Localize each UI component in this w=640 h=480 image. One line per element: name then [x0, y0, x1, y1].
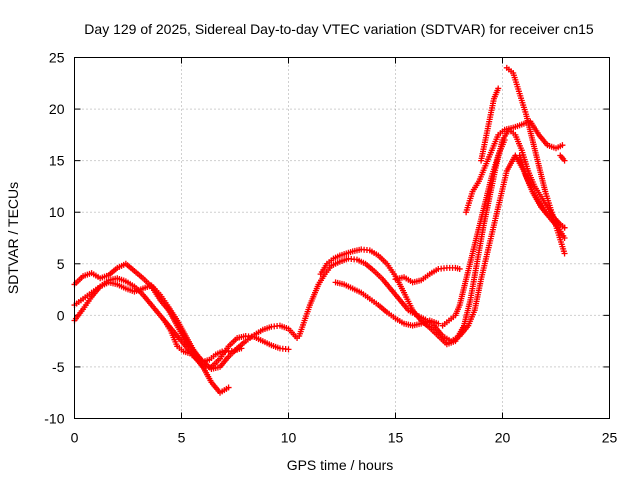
x-tick-label: 15 — [388, 430, 404, 446]
x-tick-label: 0 — [71, 430, 79, 446]
data-point — [561, 224, 568, 231]
series-track-a — [71, 275, 292, 370]
x-axis-label: GPS time / hours — [287, 457, 394, 473]
y-tick-label: 15 — [49, 153, 65, 169]
y-tick-label: 20 — [49, 101, 65, 117]
data-point — [225, 384, 232, 391]
y-tick-labels: -10 -5 0 5 10 15 20 25 — [44, 50, 64, 427]
data-point — [561, 250, 568, 257]
x-tick-label: 5 — [178, 430, 186, 446]
series-track-b — [71, 260, 301, 372]
x-tick-label: 20 — [495, 430, 511, 446]
data-point — [495, 85, 502, 92]
chart-title: Day 129 of 2025, Sidereal Day-to-day VTE… — [84, 21, 594, 37]
plot-frame — [74, 57, 610, 419]
data-point — [561, 157, 568, 164]
axis-ticks — [74, 57, 610, 419]
series-track-d — [161, 317, 245, 365]
data-point — [238, 345, 245, 352]
series-track-g — [332, 279, 442, 329]
data-points — [71, 64, 568, 396]
y-tick-label: 5 — [57, 256, 65, 272]
y-tick-label: 0 — [57, 307, 65, 323]
series-track-i — [439, 137, 508, 329]
series-track-l — [503, 64, 568, 257]
series-track-c — [71, 279, 232, 396]
series-track-f — [317, 126, 568, 348]
y-tick-label: 10 — [49, 204, 65, 220]
series-track-h — [392, 264, 463, 286]
x-tick-label: 25 — [602, 430, 618, 446]
data-point — [456, 265, 463, 272]
data-point — [501, 137, 508, 144]
series-track-n — [557, 152, 568, 164]
y-tick-label: 25 — [49, 50, 65, 66]
data-point — [285, 346, 292, 353]
x-tick-labels: 0 5 10 15 20 25 — [71, 430, 618, 446]
y-axis-label: SDTVAR / TECUs — [5, 182, 21, 294]
grid-lines — [74, 57, 610, 419]
series-track-k — [478, 85, 502, 164]
series-track-m — [516, 152, 568, 231]
y-tick-label: -5 — [52, 359, 65, 375]
y-tick-label: -10 — [44, 411, 64, 427]
data-point — [435, 320, 442, 327]
x-tick-label: 10 — [281, 430, 297, 446]
data-point — [559, 142, 566, 149]
